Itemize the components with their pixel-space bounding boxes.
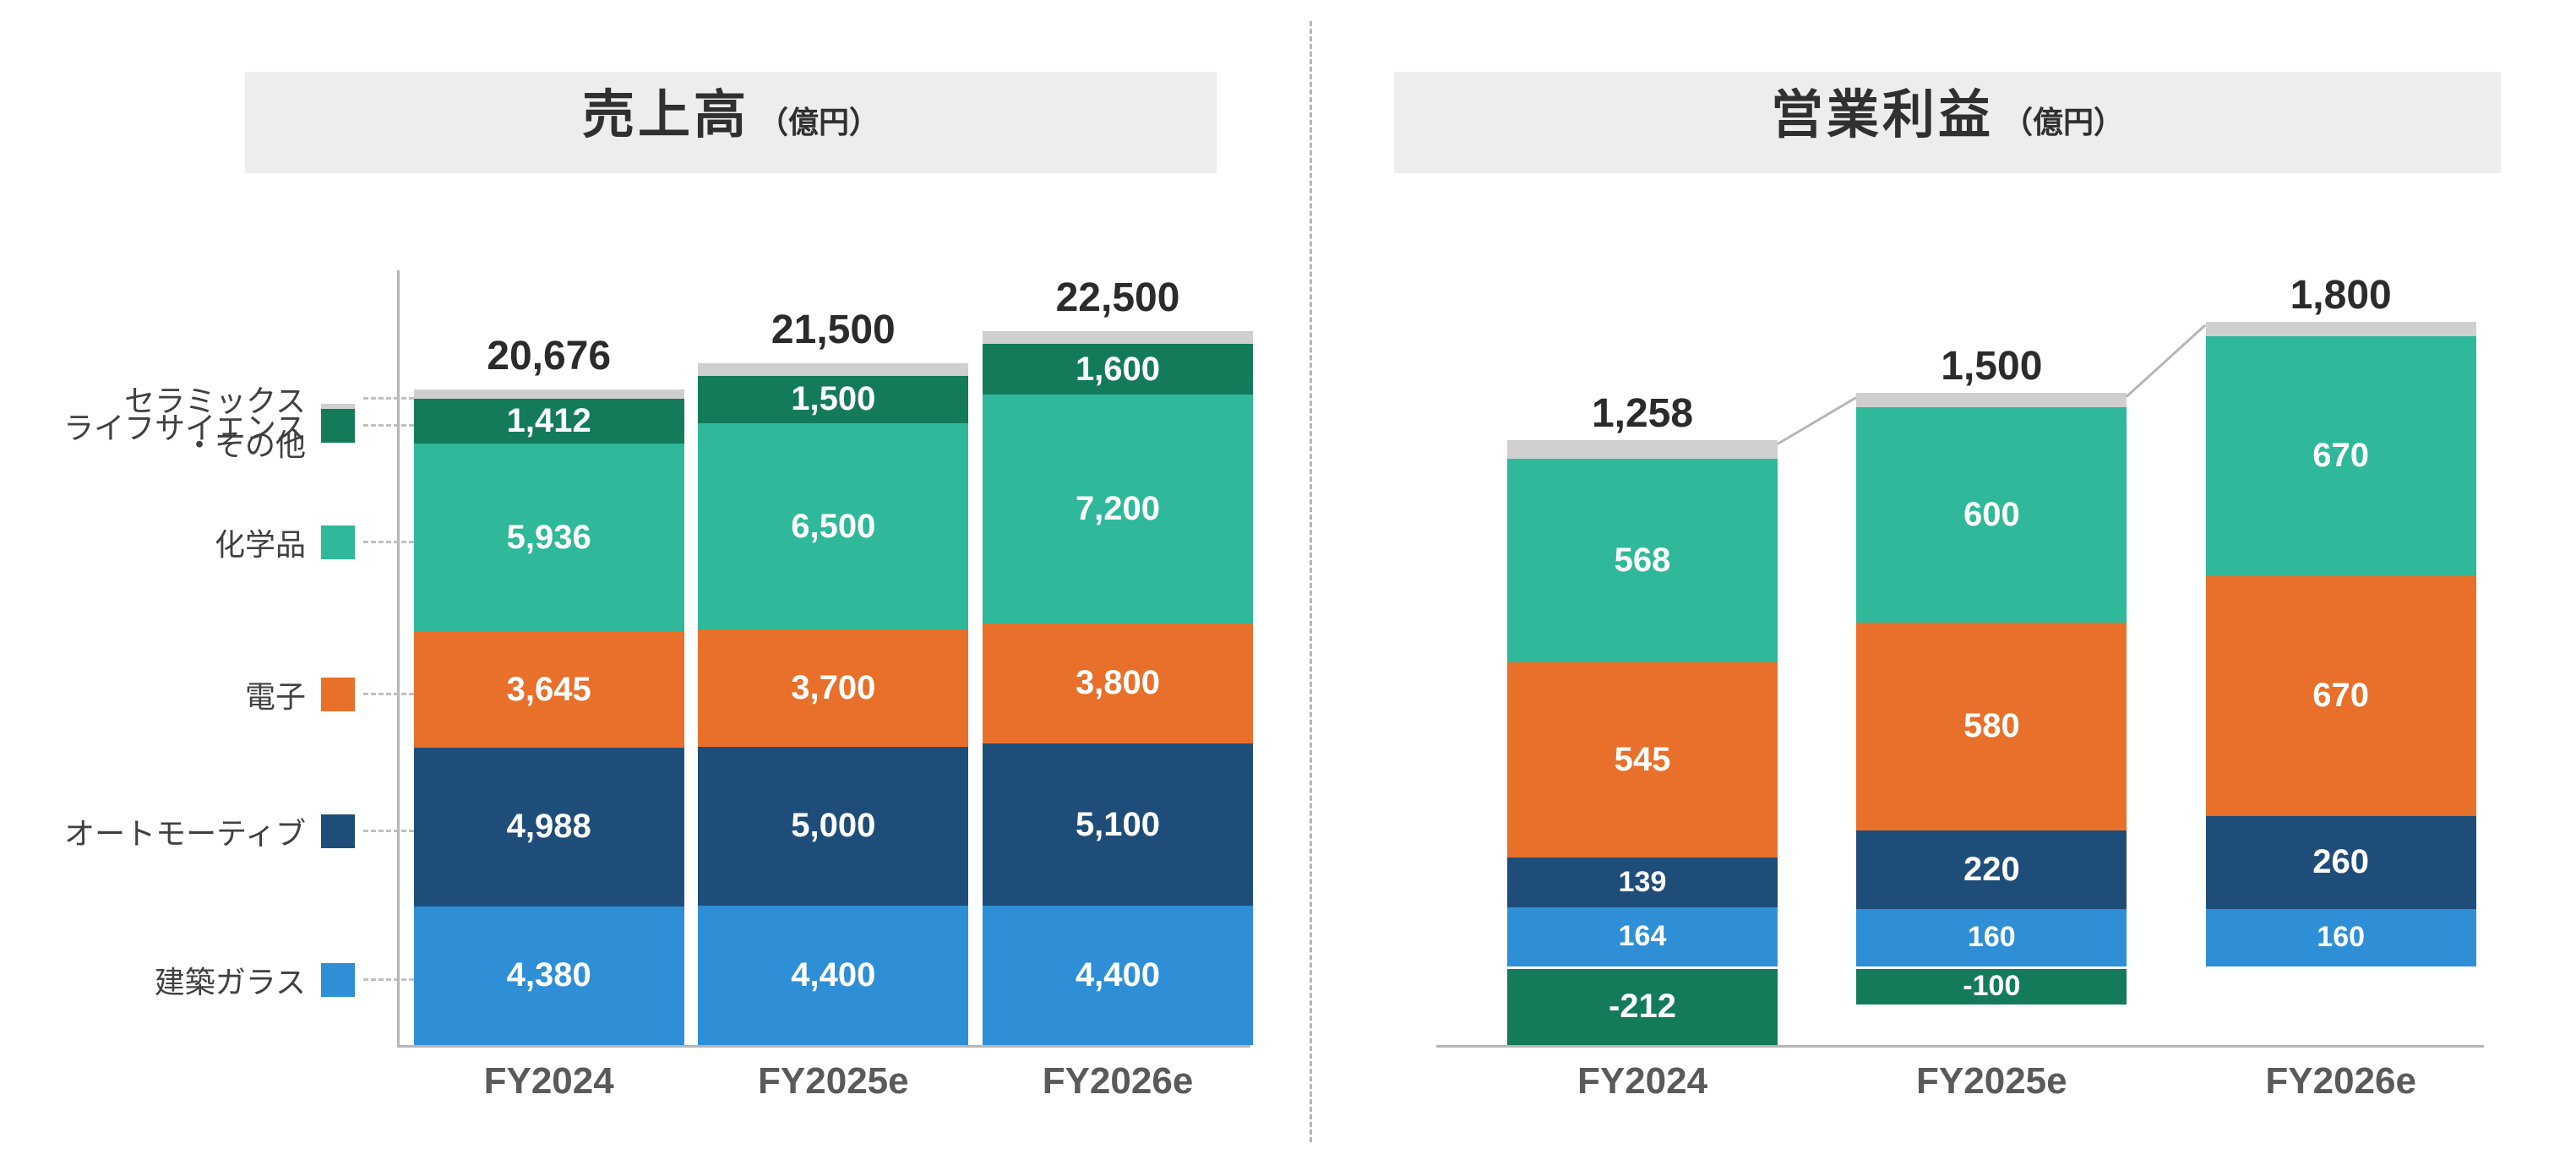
revenue-chart: 1,4125,9363,6454,9884,38020,676FY20241,5… (397, 270, 1250, 1048)
bar-total: 1,500 (1941, 343, 2042, 389)
bar-total: 22,500 (1056, 275, 1180, 321)
legend-swatch (321, 678, 355, 711)
legend-swatch (321, 409, 355, 443)
bar-segment-architectural_glass: 4,380 (414, 906, 684, 1045)
opincome-chart: -2121641395455681,258FY2024-100160220580… (1436, 270, 2484, 1048)
bar-segment-ceramics_other (698, 363, 968, 376)
x-axis-label: FY2025e (758, 1060, 909, 1102)
bar-segment-life_science: 1,600 (983, 344, 1253, 395)
bar-segment-ceramics_other (414, 389, 684, 400)
opincome-plot: -2121641395455681,258FY2024-100160220580… (1436, 270, 2484, 1048)
legend-item-architectural_glass: 建築ガラス (51, 958, 355, 1002)
legend-swatch (321, 963, 355, 997)
legend-label: ライフサイエンス (63, 404, 306, 448)
legend-swatch (321, 814, 355, 848)
bar-segment-chemicals: 568 (1507, 459, 1778, 662)
legend-label: 電子 (245, 672, 306, 716)
bar-segment-electronics: 580 (1856, 623, 2127, 830)
bar-top-guide (1777, 396, 1857, 445)
legend-item-automotive: オートモーティブ (51, 809, 355, 853)
bar-segment-chemicals: 7,200 (983, 395, 1253, 623)
legend-item-chemicals: 化学品 (51, 520, 355, 564)
opincome-bar: -100160220580600 1,500 (1856, 270, 2127, 1045)
bar-segment-architectural_glass: 164 (1507, 907, 1778, 966)
bar-segment-chemicals: 670 (2206, 336, 2476, 576)
revenue-bar: 1,5006,5003,7005,0004,40021,500 (698, 363, 968, 1045)
title-revenue-unit: （億円） (758, 98, 880, 142)
legend-label: 建築ガラス (155, 958, 306, 1002)
bar-segment-automotive: 5,100 (983, 743, 1253, 906)
legend-swatch (321, 525, 355, 559)
bar-segment-electronics: 670 (2206, 576, 2476, 816)
title-bar-opincome: 営業利益 （億円） (1394, 72, 2501, 173)
bar-segment-life_science: 1,500 (698, 376, 968, 423)
bar-segment-electronics: 3,645 (414, 632, 684, 748)
bar-segment-chemicals: 6,500 (698, 423, 968, 629)
title-bar-revenue: 売上高 （億円） (245, 72, 1217, 173)
bar-segment-ceramics_other (1507, 440, 1778, 460)
center-divider (1310, 21, 1312, 1142)
revenue-bar: 1,4125,9363,6454,9884,38020,676 (414, 389, 684, 1045)
x-axis-label: FY2024 (484, 1060, 614, 1102)
legend-label: 化学品 (215, 520, 306, 564)
bar-segment-ceramics_other (2206, 322, 2476, 336)
title-opincome-unit: （億円） (2002, 98, 2124, 142)
bar-segment-automotive: 260 (2206, 816, 2476, 909)
legend-item-life_science: ライフサイエンス (51, 404, 355, 448)
x-axis-label: FY2024 (1577, 1060, 1707, 1102)
title-opincome: 営業利益 (1771, 72, 1994, 148)
bar-segment-electronics: 3,700 (698, 629, 968, 747)
legend-item-electronics: 電子 (51, 672, 355, 716)
opincome-bar: -212164139545568 1,258 (1507, 270, 1778, 1045)
bar-segment-architectural_glass: 160 (1856, 909, 2127, 966)
bar-segment-automotive: 5,000 (698, 747, 968, 906)
bar-segment-architectural_glass: 4,400 (698, 906, 968, 1045)
bar-segment-automotive: 220 (1856, 830, 2127, 909)
bar-segment-automotive: 139 (1507, 858, 1778, 907)
bar-segment-electronics: 545 (1507, 662, 1778, 858)
x-axis-label: FY2026e (2265, 1060, 2416, 1102)
bar-segment-architectural_glass: 160 (2206, 909, 2476, 966)
bar-total: 20,676 (487, 333, 611, 379)
title-revenue: 売上高 (582, 72, 749, 148)
revenue-bar: 1,6007,2003,8005,1004,40022,500 (983, 331, 1253, 1045)
bar-segment-architectural_glass: 4,400 (983, 906, 1253, 1045)
bar-segment-life_science: -100 (1856, 969, 2127, 1004)
bar-total: 1,800 (2290, 272, 2392, 318)
bar-segment-automotive: 4,988 (414, 748, 684, 906)
bar-segment-ceramics_other (1856, 393, 2127, 407)
opincome-bar: 1602606706701,800 (2206, 270, 2476, 1045)
x-axis-label: FY2025e (1916, 1060, 2067, 1102)
revenue-plot: 1,4125,9363,6454,9884,38020,676FY20241,5… (397, 270, 1250, 1048)
legend-label: オートモーティブ (64, 809, 306, 853)
bar-total: 21,500 (771, 307, 896, 353)
bar-segment-chemicals: 5,936 (414, 444, 684, 632)
x-axis-label: FY2026e (1043, 1060, 1194, 1102)
bar-segment-chemicals: 600 (1856, 407, 2127, 622)
bar-segment-ceramics_other (983, 331, 1253, 344)
bar-segment-life_science: 1,412 (414, 399, 684, 444)
bar-total: 1,258 (1592, 390, 1693, 437)
page-root: 売上高 （億円） 営業利益 （億円） セラミックス・その他ライフサイエンス化学品… (0, 0, 2576, 1176)
bar-segment-electronics: 3,800 (983, 623, 1253, 744)
bar-segment-life_science: -212 (1507, 969, 1778, 1045)
bar-top-guide (2126, 324, 2206, 398)
